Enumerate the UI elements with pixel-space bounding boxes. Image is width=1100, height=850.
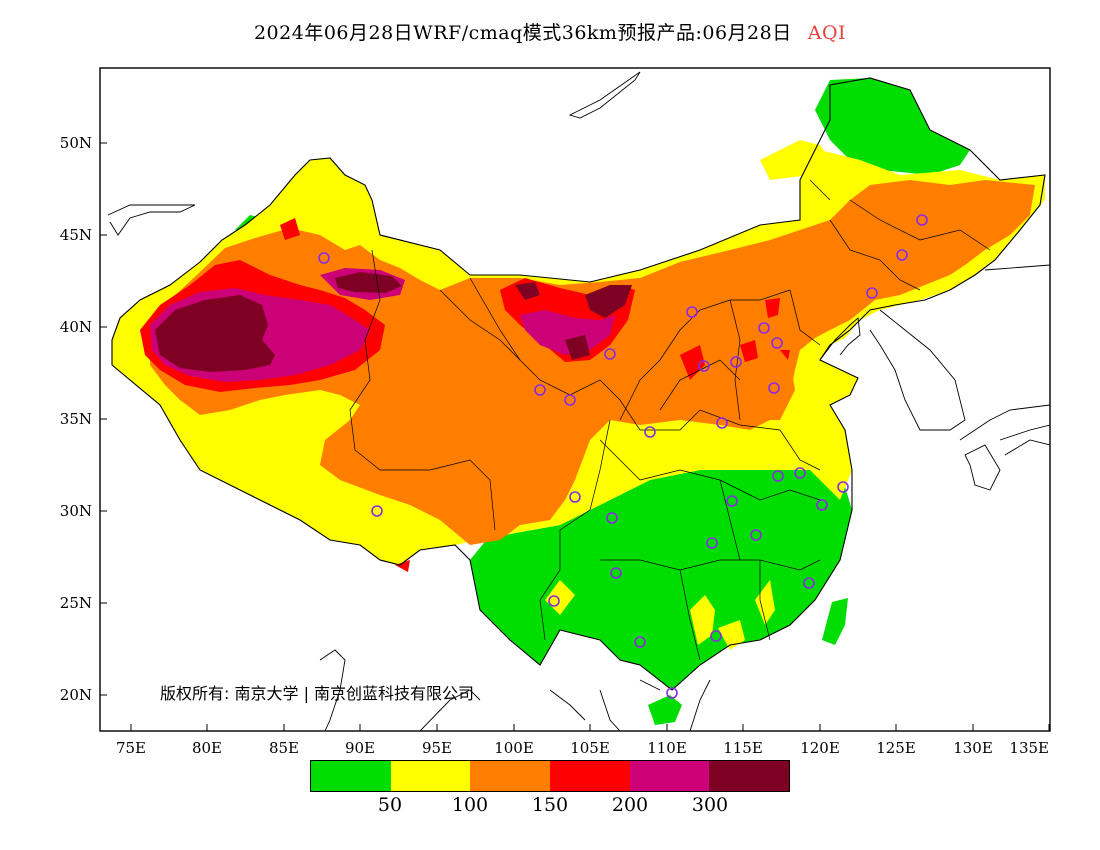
coastlines: [107, 71, 1050, 731]
station-marker: [730, 356, 742, 368]
lon-tick-label: 130E: [953, 739, 993, 757]
station-marker: [896, 249, 908, 261]
station-markers: [318, 214, 928, 699]
aqi-field: [107, 71, 1050, 731]
lat-tick-label: 45N: [60, 226, 92, 244]
legend-swatch: [550, 761, 630, 791]
station-marker: [816, 499, 828, 511]
station-marker: [706, 537, 718, 549]
national-border: [111, 77, 1046, 691]
lon-tick-label: 125E: [876, 739, 916, 757]
aqi-zone-moderate-ne: [760, 140, 830, 180]
station-marker: [750, 529, 762, 541]
station-marker: [666, 687, 678, 699]
station-marker: [916, 214, 928, 226]
station-marker: [803, 577, 815, 589]
station-marker: [644, 426, 656, 438]
station-marker: [772, 470, 784, 482]
province-boundaries: [349, 179, 991, 661]
aqi-zone-hazardous-b: [335, 272, 402, 293]
station-marker: [837, 481, 849, 493]
color-legend: [310, 760, 790, 792]
station-marker: [726, 495, 738, 507]
lon-tick-label: 85E: [269, 739, 299, 757]
lat-tick-label: 50N: [60, 134, 92, 152]
station-marker: [534, 384, 546, 396]
variable-label: AQI: [807, 22, 847, 44]
copyright-note: 版权所有: 南京大学 | 南京创蓝科技有限公司: [160, 684, 475, 703]
station-marker: [771, 337, 783, 349]
lon-tick-label: 105E: [570, 739, 610, 757]
aqi-zone-hazardous-c: [515, 282, 632, 360]
title-text: 2024年06月28日WRF/cmaq模式36km预报产品:06月28日: [253, 22, 792, 44]
aqi-zone-very-unhealthy-c: [520, 310, 615, 355]
aqi-zone-good-hainan: [648, 695, 682, 725]
lon-tick-label: 110E: [647, 739, 687, 757]
station-marker: [548, 595, 560, 607]
legend-swatch: [709, 761, 790, 791]
lon-tick-label: 90E: [345, 739, 375, 757]
station-marker: [686, 306, 698, 318]
lon-tick-label: 115E: [723, 739, 763, 757]
station-marker: [716, 417, 728, 429]
legend-tick-label: 150: [531, 794, 569, 816]
station-marker: [758, 322, 770, 334]
legend-swatch: [311, 761, 391, 791]
lon-axis: [130, 724, 1050, 731]
aqi-zone-hazardous: [155, 295, 275, 372]
lat-tick-label: 40N: [60, 318, 92, 336]
station-marker: [610, 567, 622, 579]
aqi-zone-good-taiwan: [822, 598, 848, 645]
station-marker: [606, 512, 618, 524]
legend-tick-label: 50: [377, 794, 403, 816]
station-marker: [569, 491, 581, 503]
station-marker: [604, 348, 616, 360]
station-marker: [768, 382, 780, 394]
lat-tick-label: 25N: [60, 594, 92, 612]
lon-tick-label: 135E: [1009, 739, 1049, 757]
lat-axis: [100, 142, 107, 696]
legend-tick-label: 200: [611, 794, 649, 816]
station-marker: [318, 252, 330, 264]
legend-swatch: [629, 761, 710, 791]
plot-border: [99, 67, 1051, 732]
legend-tick-label: 100: [451, 794, 489, 816]
aqi-zone-good-ne: [815, 78, 970, 175]
lat-tick-label: 35N: [60, 410, 92, 428]
station-marker: [564, 394, 576, 406]
legend-swatch: [390, 761, 471, 791]
lon-tick-label: 75E: [116, 739, 146, 757]
lon-tick-label: 80E: [192, 739, 222, 757]
station-marker: [710, 630, 722, 642]
station-marker: [634, 636, 646, 648]
lon-tick-label: 100E: [494, 739, 534, 757]
lon-tick-label: 120E: [800, 739, 840, 757]
station-marker: [866, 287, 878, 299]
legend-swatch: [470, 761, 551, 791]
legend-tick-label: 300: [691, 794, 729, 816]
page-title: 2024年06月28日WRF/cmaq模式36km预报产品:06月28日 AQI: [0, 18, 1100, 45]
station-marker: [698, 360, 710, 372]
lat-tick-label: 30N: [60, 502, 92, 520]
lon-tick-label: 95E: [422, 739, 452, 757]
station-marker: [371, 505, 383, 517]
station-marker: [794, 467, 806, 479]
lat-tick-label: 20N: [60, 686, 92, 704]
